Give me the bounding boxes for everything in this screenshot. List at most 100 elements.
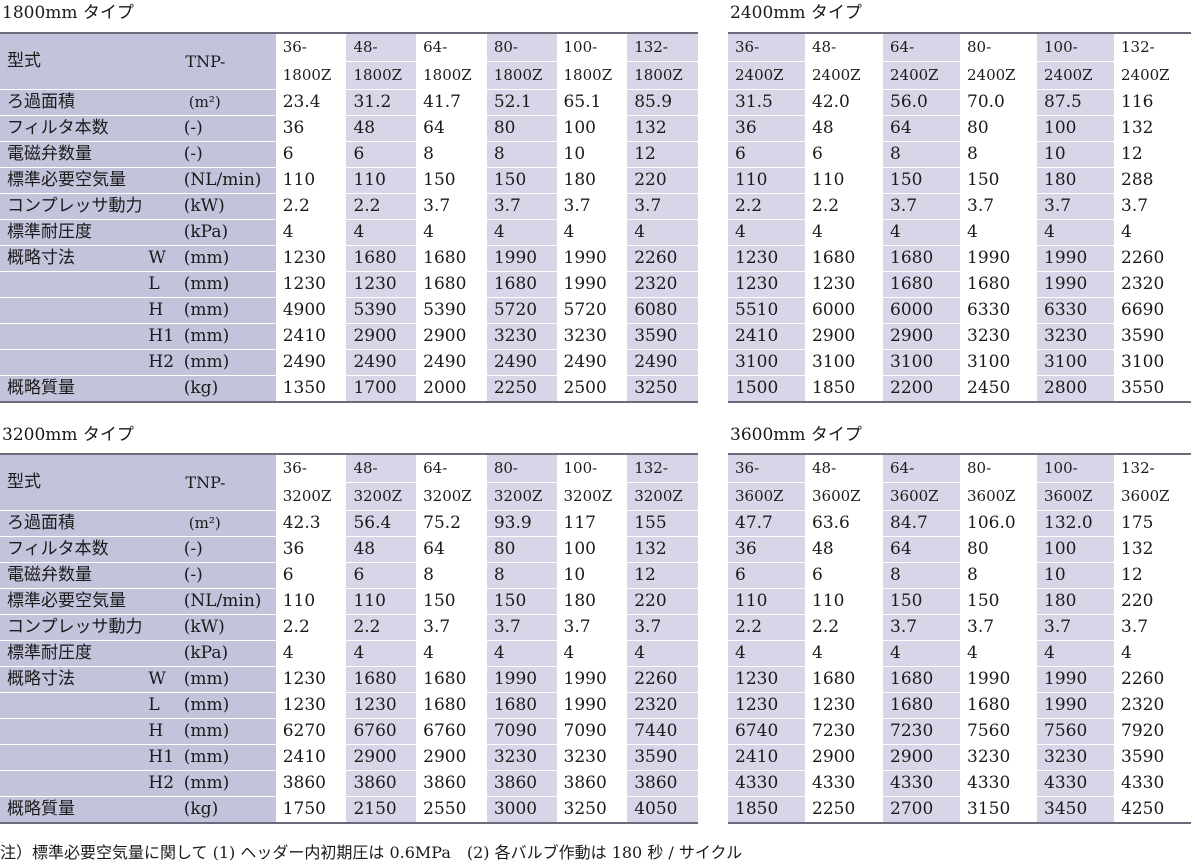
model-number-top: 100- <box>1037 32 1114 62</box>
table-row: H2 (mm) 2490 2490 2490 2490 2490 2490 <box>0 349 698 376</box>
data-cell: 110 <box>728 588 805 615</box>
data-cell: 2900 <box>346 744 417 771</box>
model-number-top: 100- <box>556 453 628 483</box>
model-number-bottom: 2400Z <box>728 61 805 90</box>
data-cell: 31.2 <box>346 89 417 116</box>
model-number-bottom: 3200Z <box>486 482 557 511</box>
data-cell: 2.2 <box>275 193 347 220</box>
data-cell: 4 <box>883 640 960 667</box>
data-cell: 3100 <box>728 349 805 376</box>
data-cell: 150 <box>960 167 1037 194</box>
data-cell: 10 <box>556 141 628 168</box>
data-cell: 1680 <box>416 271 487 298</box>
data-cell: 3.7 <box>556 193 628 220</box>
data-cell: 4 <box>275 640 347 667</box>
data-cell: 110 <box>728 167 805 194</box>
data-cell: 150 <box>486 588 557 615</box>
row-sublabel <box>141 510 177 537</box>
data-cell: 75.2 <box>416 510 487 537</box>
table-row: 概略質量 (kg) 1750 2150 2550 3000 3250 4050 <box>0 796 698 824</box>
data-cell: 3100 <box>883 349 960 376</box>
model-number-top: 64- <box>883 453 960 483</box>
data-cell: 47.7 <box>728 510 805 537</box>
data-cell: 7560 <box>1037 718 1114 745</box>
model-number-top: 132- <box>1114 32 1191 62</box>
data-cell: 6 <box>346 562 417 589</box>
table-row: フィルタ本数 (-) 36 48 64 80 100 132 <box>0 536 698 563</box>
data-cell: 4330 <box>883 770 960 797</box>
data-cell: 150 <box>883 588 960 615</box>
data-cell: 1680 <box>883 692 960 719</box>
data-cell: 6 <box>805 562 883 589</box>
data-cell: 2.2 <box>805 614 883 641</box>
row-label <box>0 323 142 350</box>
data-cell: 3.7 <box>486 193 557 220</box>
model-number-top: 132- <box>1114 453 1191 483</box>
data-cell: 4 <box>416 640 487 667</box>
row-sublabel: W <box>141 666 177 693</box>
data-cell: 5720 <box>556 297 628 324</box>
data-cell: 4050 <box>627 796 698 824</box>
row-unit: (NL/min) <box>176 588 276 615</box>
table-row: 1850 2250 2700 3150 3450 4250 <box>728 796 1191 824</box>
table-row: 5510 6000 6000 6330 6330 6690 <box>728 297 1191 324</box>
row-label: 標準耐圧度 <box>0 219 142 246</box>
table-row: 概略質量 (kg) 1350 1700 2000 2250 2500 3250 <box>0 375 698 403</box>
data-cell: 4 <box>883 219 960 246</box>
data-cell: 4330 <box>728 770 805 797</box>
data-cell: 4 <box>805 640 883 667</box>
data-cell: 4 <box>627 640 698 667</box>
table-row: 1500 1850 2200 2450 2800 3550 <box>728 375 1191 403</box>
data-cell: 2260 <box>627 245 698 272</box>
row-unit: (kW) <box>176 193 276 220</box>
data-cell: 1350 <box>275 375 347 403</box>
table-row: 1230 1680 1680 1990 1990 2260 <box>728 666 1191 693</box>
data-cell: 2260 <box>627 666 698 693</box>
table-row: 2.2 2.2 3.7 3.7 3.7 3.7 <box>728 193 1191 220</box>
row-unit: (kPa) <box>176 219 276 246</box>
data-cell: 3.7 <box>1037 193 1114 220</box>
data-cell: 3.7 <box>960 193 1037 220</box>
model-number-bottom: 2400Z <box>883 61 960 90</box>
data-cell: 1680 <box>883 666 960 693</box>
data-cell: 10 <box>1037 562 1114 589</box>
row-label <box>0 349 142 376</box>
data-cell: 1850 <box>728 796 805 824</box>
row-sublabel <box>141 167 177 194</box>
data-cell: 2490 <box>346 349 417 376</box>
data-cell: 56.0 <box>883 89 960 116</box>
data-cell: 3230 <box>1037 323 1114 350</box>
data-cell: 6690 <box>1114 297 1191 324</box>
model-number-bottom: 1800Z <box>486 61 557 90</box>
table-row: 標準耐圧度 (kPa) 4 4 4 4 4 4 <box>0 219 698 246</box>
data-cell: 2.2 <box>346 614 417 641</box>
spec-table-2400: 36- 48- 64- 80- 100- 132- 2400Z 2400Z 2400Z 2400Z… <box>728 32 1191 403</box>
data-cell: 2490 <box>627 349 698 376</box>
data-cell: 2900 <box>805 323 883 350</box>
model-number-bottom: 1800Z <box>556 61 628 90</box>
data-cell: 64 <box>883 115 960 142</box>
data-cell: 2250 <box>805 796 883 824</box>
data-cell: 48 <box>805 536 883 563</box>
model-number-bottom: 3600Z <box>1037 482 1114 511</box>
table-row: 1230 1230 1680 1680 1990 2320 <box>728 271 1191 298</box>
model-number-top: 48- <box>346 32 417 62</box>
data-cell: 3.7 <box>1037 614 1114 641</box>
data-cell: 1990 <box>556 692 628 719</box>
table-row: L (mm) 1230 1230 1680 1680 1990 2320 <box>0 271 698 298</box>
row-sublabel <box>141 562 177 589</box>
table-row: 31.5 42.0 56.0 70.0 87.5 116 <box>728 89 1191 116</box>
row-sublabel: H <box>141 718 177 745</box>
data-cell: 80 <box>486 115 557 142</box>
data-cell: 3860 <box>275 770 347 797</box>
data-cell: 1990 <box>1037 271 1114 298</box>
table-row: 6 6 8 8 10 12 <box>728 141 1191 168</box>
data-cell: 1990 <box>486 245 557 272</box>
spec-table-3200: 型式 TNP- 36- 48- 64- 80- 100- 132- 3200Z 3200Z 3200… <box>0 453 698 824</box>
model-number-bottom: 2400Z <box>960 61 1037 90</box>
data-cell: 110 <box>346 167 417 194</box>
model-prefix: TNP- <box>141 453 276 511</box>
data-cell: 1990 <box>556 271 628 298</box>
data-cell: 5390 <box>416 297 487 324</box>
model-number-top: 48- <box>346 453 417 483</box>
